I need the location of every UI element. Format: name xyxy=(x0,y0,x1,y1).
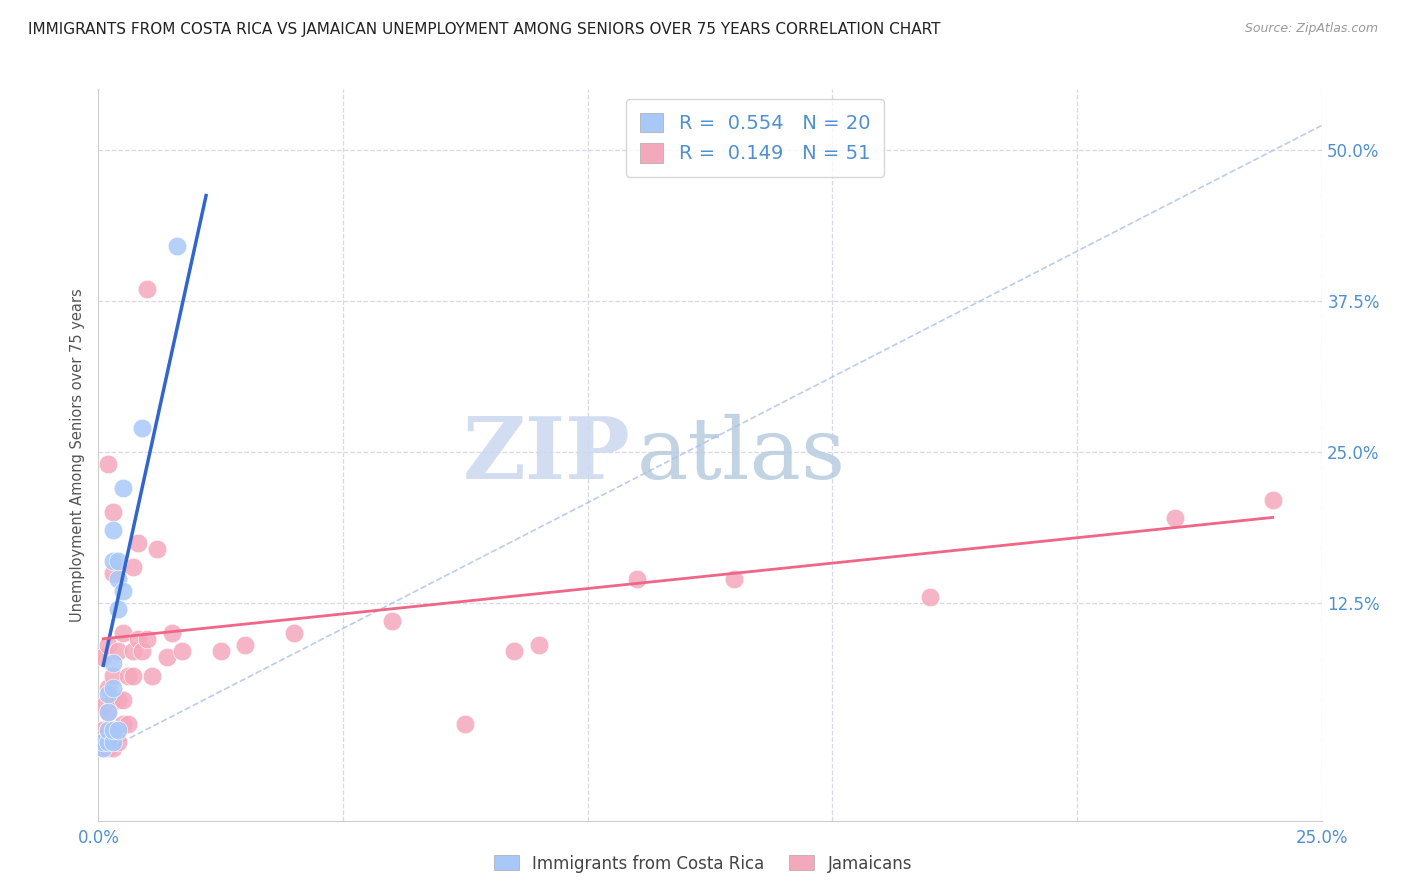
Point xyxy=(107,644,129,658)
Point xyxy=(97,687,120,701)
Point xyxy=(233,638,256,652)
Point xyxy=(91,741,114,756)
Point xyxy=(101,554,124,568)
Point xyxy=(107,735,129,749)
Point xyxy=(97,705,120,719)
Y-axis label: Unemployment Among Seniors over 75 years: Unemployment Among Seniors over 75 years xyxy=(70,288,86,622)
Point xyxy=(101,657,124,671)
Text: IMMIGRANTS FROM COSTA RICA VS JAMAICAN UNEMPLOYMENT AMONG SENIORS OVER 75 YEARS : IMMIGRANTS FROM COSTA RICA VS JAMAICAN U… xyxy=(28,22,941,37)
Text: atlas: atlas xyxy=(637,413,846,497)
Point xyxy=(166,239,188,253)
Point xyxy=(97,741,120,756)
Point xyxy=(136,282,159,296)
Text: Source: ZipAtlas.com: Source: ZipAtlas.com xyxy=(1244,22,1378,36)
Point xyxy=(101,524,124,538)
Point xyxy=(1261,493,1284,508)
Point xyxy=(91,723,114,737)
Point xyxy=(503,644,526,658)
Point xyxy=(121,559,143,574)
Point xyxy=(97,705,120,719)
Point xyxy=(121,668,143,682)
Point xyxy=(626,572,648,586)
Point xyxy=(101,735,124,749)
Point xyxy=(723,572,745,586)
Point xyxy=(127,632,149,647)
Point xyxy=(111,692,134,706)
Legend: Immigrants from Costa Rica, Jamaicans: Immigrants from Costa Rica, Jamaicans xyxy=(486,848,920,880)
Point xyxy=(127,535,149,549)
Point xyxy=(101,723,124,737)
Point xyxy=(101,505,124,519)
Point xyxy=(107,572,129,586)
Point xyxy=(97,723,120,737)
Point xyxy=(101,566,124,580)
Point xyxy=(121,644,143,658)
Point xyxy=(111,626,134,640)
Point xyxy=(91,698,114,713)
Point xyxy=(111,583,134,598)
Point xyxy=(920,590,942,604)
Point xyxy=(283,626,305,640)
Point xyxy=(97,681,120,695)
Point xyxy=(141,668,163,682)
Point xyxy=(1164,511,1187,525)
Point xyxy=(156,650,179,665)
Point xyxy=(101,668,124,682)
Point xyxy=(97,457,120,471)
Point xyxy=(136,632,159,647)
Point xyxy=(117,668,139,682)
Point xyxy=(117,717,139,731)
Point xyxy=(97,735,120,749)
Point xyxy=(170,644,193,658)
Point xyxy=(107,723,129,737)
Point xyxy=(131,644,153,658)
Point xyxy=(131,421,153,435)
Point xyxy=(111,717,134,731)
Point xyxy=(97,735,120,749)
Point xyxy=(381,614,404,628)
Point xyxy=(97,723,120,737)
Point xyxy=(107,554,129,568)
Point xyxy=(527,638,550,652)
Point xyxy=(97,638,120,652)
Point xyxy=(101,681,124,695)
Point xyxy=(160,626,183,640)
Point xyxy=(101,692,124,706)
Point xyxy=(454,717,477,731)
Point xyxy=(91,650,114,665)
Legend: R =  0.554   N = 20, R =  0.149   N = 51: R = 0.554 N = 20, R = 0.149 N = 51 xyxy=(626,99,884,177)
Point xyxy=(146,541,169,556)
Point xyxy=(101,741,124,756)
Point xyxy=(107,602,129,616)
Point xyxy=(209,644,232,658)
Point xyxy=(101,723,124,737)
Point xyxy=(91,735,114,749)
Point xyxy=(91,735,114,749)
Point xyxy=(107,692,129,706)
Point xyxy=(111,481,134,495)
Point xyxy=(91,741,114,756)
Text: ZIP: ZIP xyxy=(463,413,630,497)
